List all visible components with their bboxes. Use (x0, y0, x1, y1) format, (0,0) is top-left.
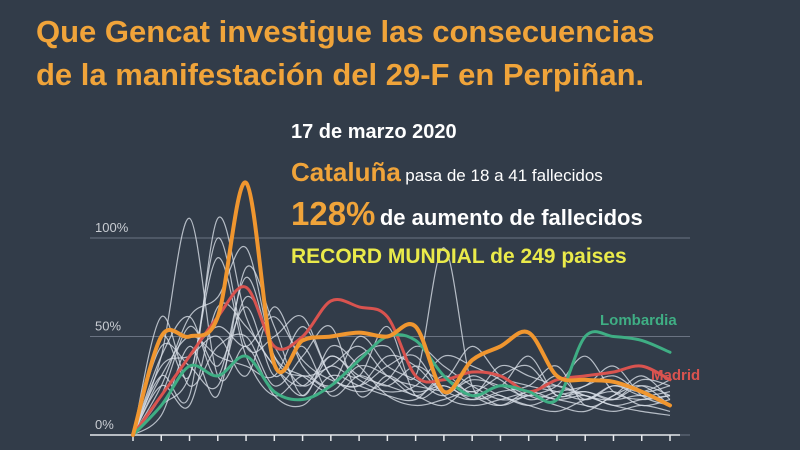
increase-line: 128% de aumento de fallecidos (291, 195, 643, 233)
increase-text: de aumento de fallecidos (379, 205, 643, 230)
y-tick-label: 100% (95, 220, 129, 235)
country-series-line (132, 302, 671, 436)
country-series-line (132, 217, 671, 436)
report-date: 17 de marzo 2020 (291, 121, 457, 143)
country-series-line (132, 265, 671, 436)
y-tick-label: 0% (95, 417, 114, 432)
country-series-line (132, 325, 671, 436)
deaths-change-text: pasa de 18 a 41 fallecidos (405, 166, 603, 185)
deaths-change-line: Cataluña pasa de 18 a 41 fallecidos (291, 157, 603, 188)
madrid-series-label: Madrid (651, 367, 700, 384)
increase-percent: 128% (291, 195, 376, 232)
madrid-series-line (131, 285, 672, 437)
country-series-line (132, 216, 671, 436)
lombardia-series-line (131, 330, 672, 437)
world-record-text: RECORD MUNDIAL de 249 paises (291, 245, 627, 268)
cataluna-series-line (131, 180, 672, 437)
headline-line-1: Que Gencat investigue las consecuencias (36, 14, 655, 49)
lombardia-series-label: Lombardia (600, 312, 677, 329)
country-series-line (132, 316, 671, 436)
y-tick-label: 50% (95, 319, 121, 334)
region-name: Cataluña (291, 157, 401, 187)
headline: Que Gencat investigue las consecuencias … (36, 10, 786, 96)
headline-line-2: de la manifestación del 29-F en Perpiñan… (36, 57, 645, 92)
country-series-line (132, 257, 671, 436)
country-series-line (132, 316, 671, 436)
